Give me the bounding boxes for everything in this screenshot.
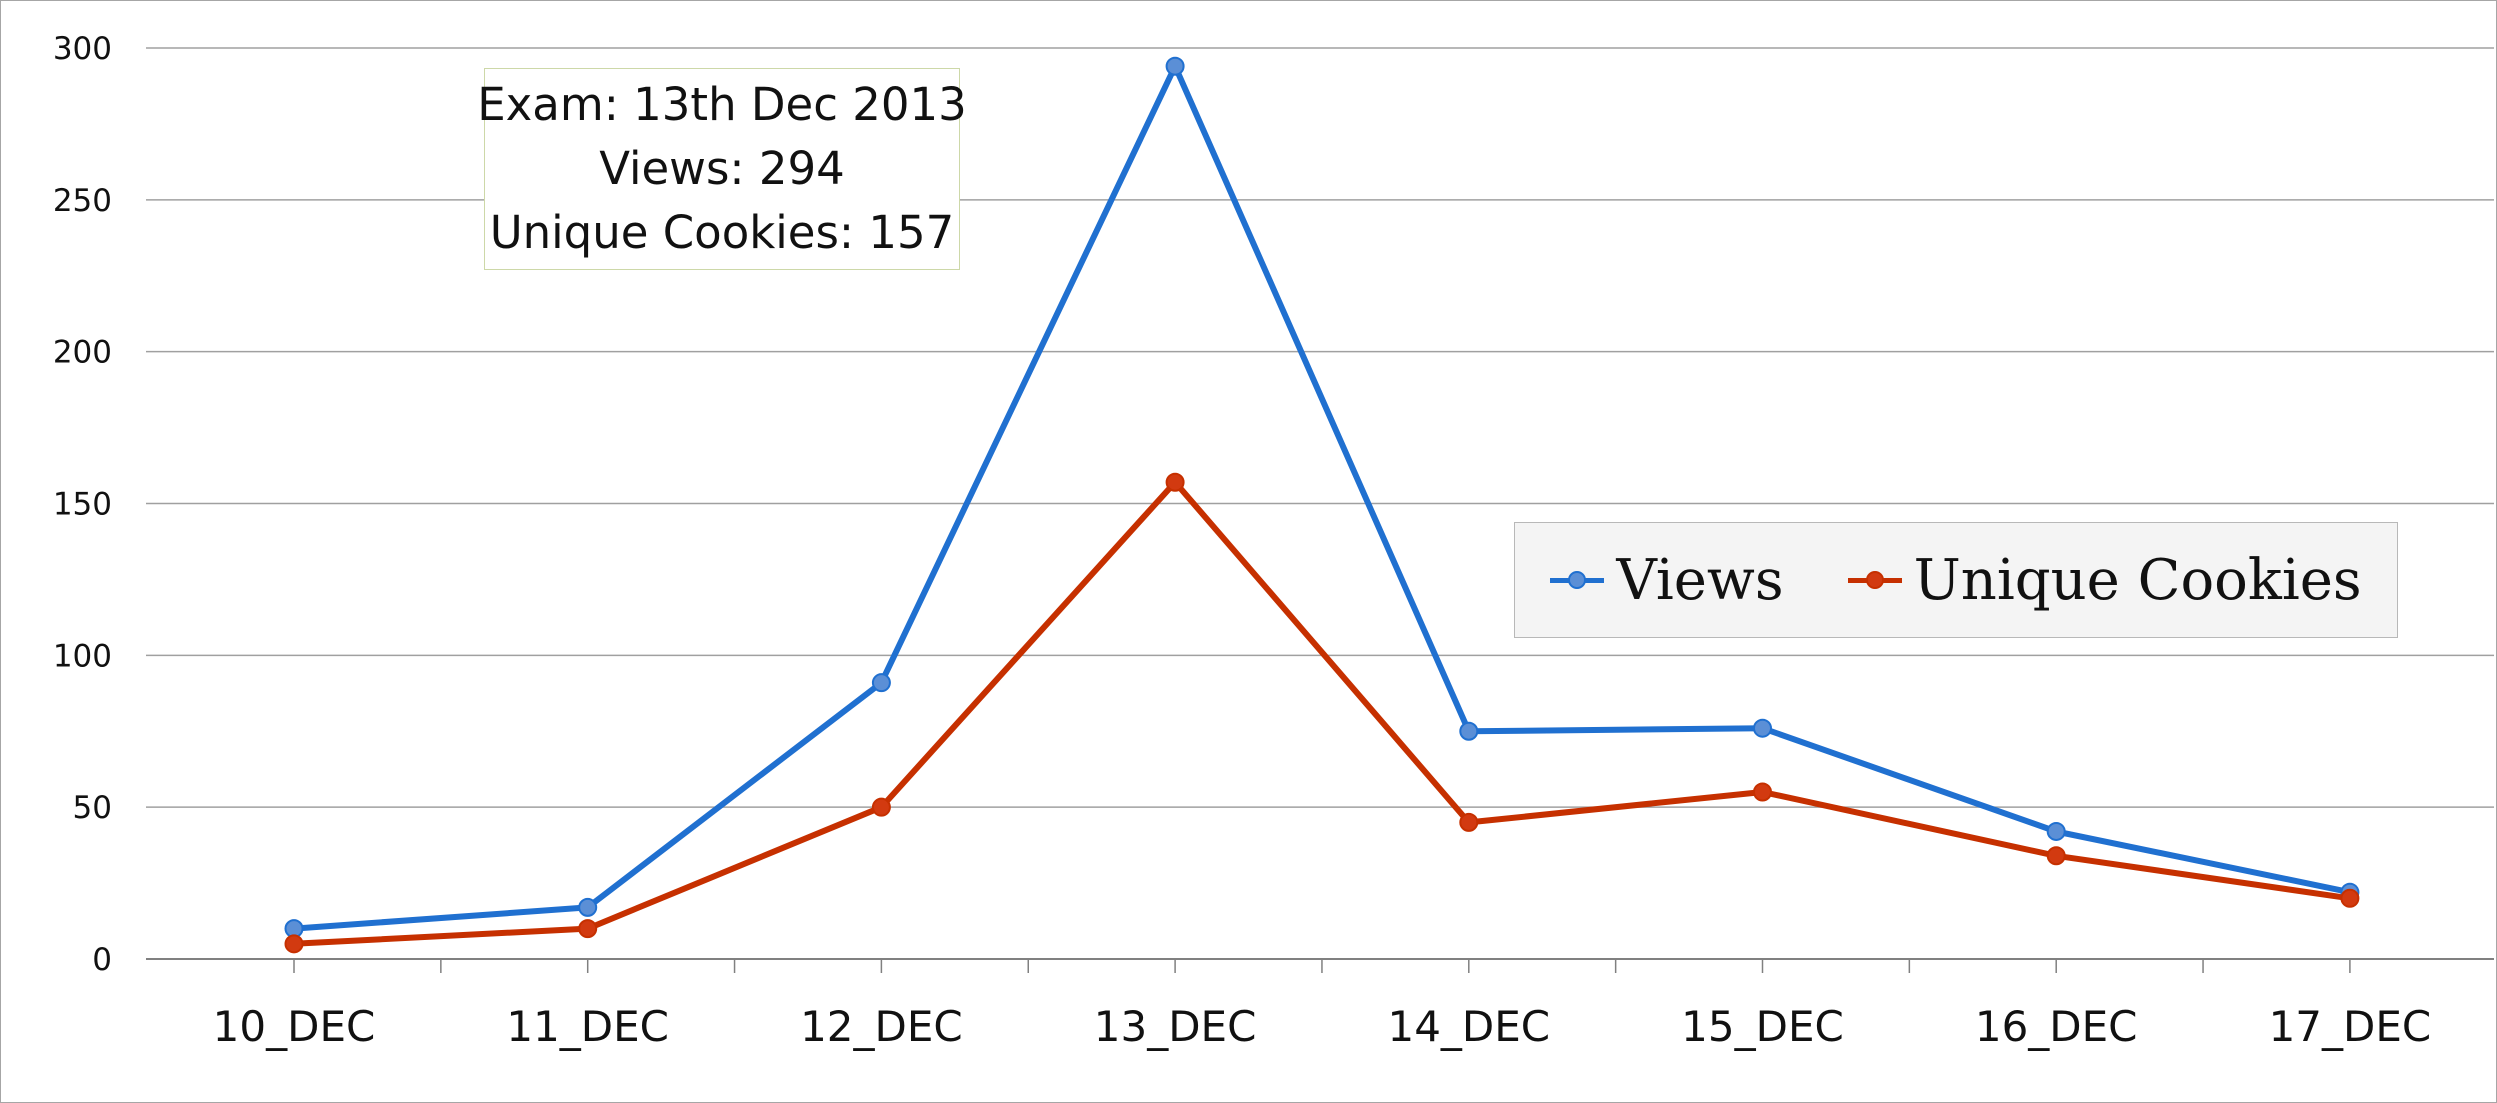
legend-swatch-views (1550, 570, 1605, 590)
y-tick-label-100: 100 (53, 638, 112, 674)
data-point-views-14-dec (1459, 721, 1479, 741)
x-tick-label-15-dec: 15_DEC (1681, 1002, 1844, 1051)
legend-label-unique-cookies: Unique Cookies (1913, 547, 2362, 613)
legend-item-views: Views (1550, 547, 1784, 613)
tick-labels: 0 50 100 150 200 250 300 10_DEC 11_DEC 12_DEC 13_D… (53, 31, 2431, 1051)
y-tick-label-0: 0 (92, 942, 112, 978)
data-point-views-16-dec (2046, 821, 2066, 841)
y-tick-label-250: 250 (53, 183, 112, 219)
legend-label-views: Views (1616, 547, 1784, 613)
data-point-unique-cookies-13-dec (1165, 472, 1185, 492)
series-lines (291, 63, 2353, 947)
y-tick-label-50: 50 (73, 790, 112, 826)
axes (146, 958, 2494, 973)
data-point-unique-cookies-17-dec (2340, 888, 2360, 908)
legend-swatch-unique-cookies (1847, 570, 1902, 590)
x-tick-label-16-dec: 16_DEC (1975, 1002, 2138, 1051)
y-tick-label-150: 150 (53, 487, 112, 523)
y-tick-label-200: 200 (53, 335, 112, 371)
annotation-line-exam: Exam: 13th Dec 2013 (477, 78, 967, 131)
x-tick-label-10-dec: 10_DEC (213, 1002, 376, 1051)
annotation-line-cookies: Unique Cookies: 157 (489, 206, 955, 259)
legend-item-unique-cookies: Unique Cookies (1847, 547, 2362, 613)
data-point-views-11-dec (578, 897, 598, 917)
data-markers (284, 56, 2360, 954)
data-point-unique-cookies-15-dec (1753, 782, 1772, 802)
annotation-callout: Exam: 13th Dec 2013 Views: 294 Unique Co… (477, 68, 967, 270)
data-point-unique-cookies-14-dec (1459, 812, 1479, 832)
data-point-views-13-dec (1165, 56, 1185, 76)
data-point-views-15-dec (1753, 718, 1772, 738)
data-point-unique-cookies-12-dec (871, 797, 891, 817)
series-line-unique-cookies (291, 479, 2353, 947)
data-point-unique-cookies-11-dec (578, 919, 598, 939)
annotation-line-views: Views: 294 (599, 142, 845, 195)
series-line-views (291, 63, 2353, 932)
y-tick-label-300: 300 (53, 31, 112, 67)
x-tick-label-13-dec: 13_DEC (1094, 1002, 1257, 1051)
x-tick-label-17-dec: 17_DEC (2269, 1002, 2432, 1051)
x-tick-label-11-dec: 11_DEC (506, 1002, 669, 1051)
data-point-unique-cookies-10-dec (284, 934, 304, 954)
data-point-views-12-dec (871, 673, 891, 693)
legend: Views Unique Cookies (1514, 522, 2398, 638)
data-point-unique-cookies-16-dec (2046, 846, 2066, 866)
x-tick-label-12-dec: 12_DEC (800, 1002, 963, 1051)
x-tick-label-14-dec: 14_DEC (1387, 1002, 1550, 1051)
